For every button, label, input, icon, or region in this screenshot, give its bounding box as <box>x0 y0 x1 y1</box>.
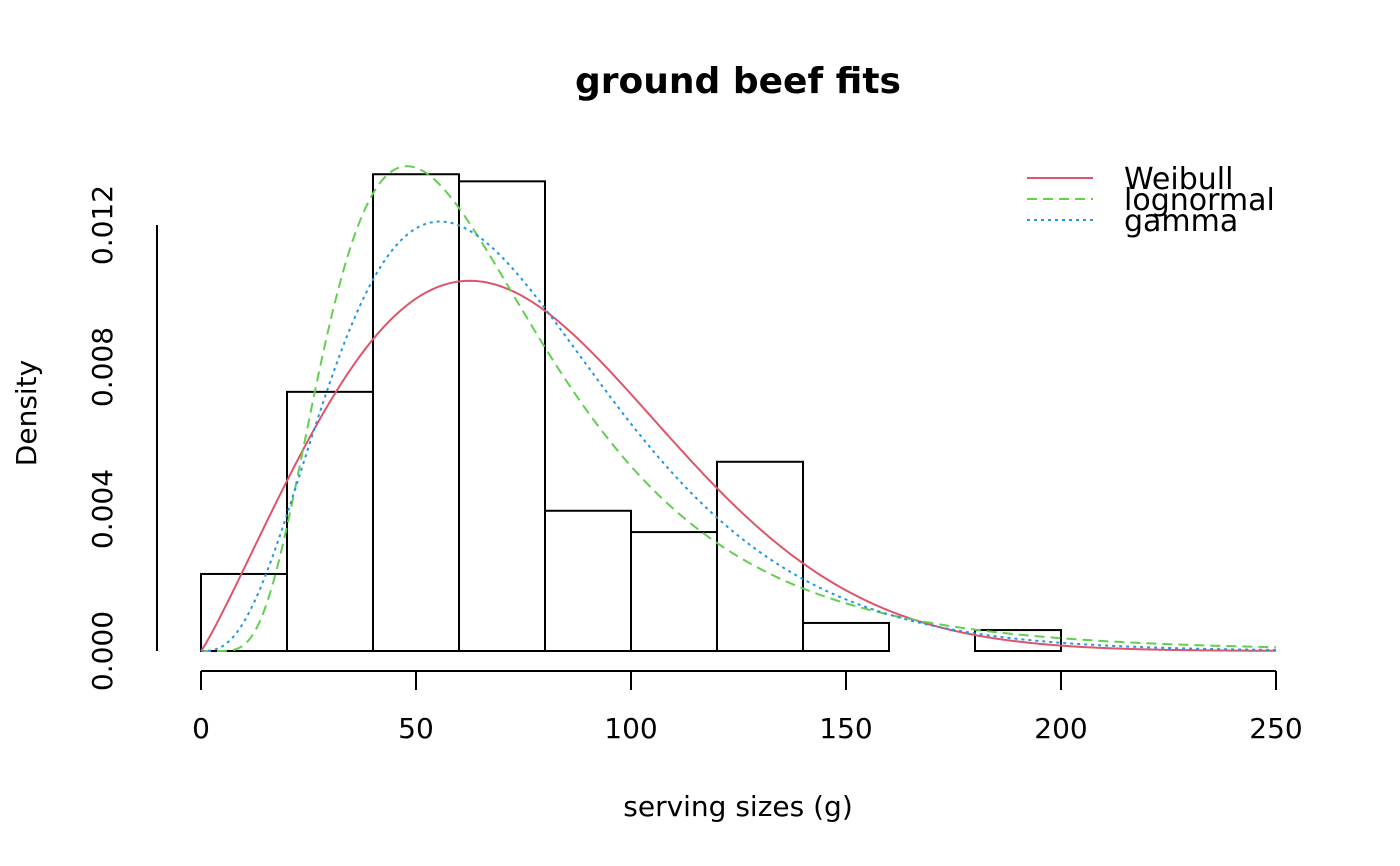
x-axis-label: serving sizes (g) <box>623 790 853 823</box>
histogram-bar <box>974 629 1062 652</box>
legend-label-weibull: Weibull <box>1124 162 1233 197</box>
density-curve-gamma <box>200 220 1277 652</box>
x-tick-label: 0 <box>192 712 210 745</box>
x-tick-label: 100 <box>604 712 657 745</box>
y-tick-label: 0.012 <box>86 185 119 265</box>
x-tick-label: 50 <box>398 712 434 745</box>
legend-label-gamma: gamma <box>1124 204 1238 239</box>
density-curves <box>200 165 1277 652</box>
histogram-bar <box>200 572 288 653</box>
plot-region <box>200 165 1277 653</box>
y-tick-label: 0.004 <box>86 469 119 549</box>
histogram-bar <box>716 460 804 652</box>
chart-title: ground beef fits <box>575 61 901 102</box>
x-tick-label: 200 <box>1034 712 1087 745</box>
histogram-bar <box>802 621 890 653</box>
histogram-bar <box>630 531 718 653</box>
histogram-bar <box>286 390 374 652</box>
x-tick-label: 250 <box>1249 712 1302 745</box>
histogram-bar <box>458 180 546 653</box>
legend-label-lognormal: lognormal <box>1124 183 1275 218</box>
density-curve-lognormal <box>201 165 1277 652</box>
x-axis: 0 50 100 150 200 250 <box>192 670 1303 745</box>
histogram-bar <box>372 173 460 653</box>
density-curve-weibull <box>200 279 1277 652</box>
histogram-bars <box>200 173 1062 653</box>
y-tick-label: 0.008 <box>86 327 119 407</box>
x-tick-label: 150 <box>819 712 872 745</box>
y-tick-label: 0.000 <box>86 611 119 691</box>
histogram-bar <box>544 509 632 652</box>
y-axis: 0.000 0.004 0.008 0.012 <box>86 185 158 691</box>
y-axis-label: Density <box>10 360 43 466</box>
